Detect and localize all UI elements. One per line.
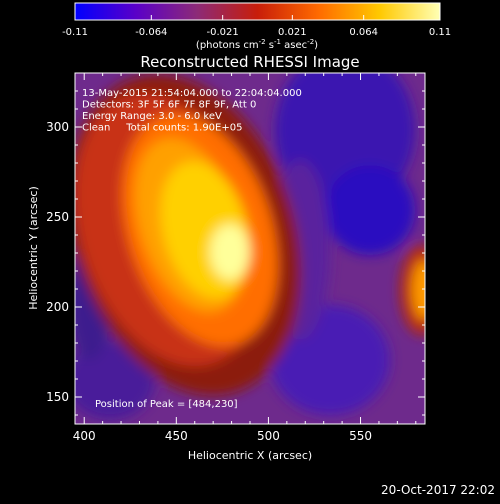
- peak-label: Position of Peak = [484,230]: [95, 399, 238, 410]
- colorbar-tick-label: 0.021: [278, 27, 307, 38]
- colorbar-tick-label: 0.11: [429, 27, 451, 38]
- colorbar-ticks: -0.11 -0.064 -0.021 0.021 0.064 0.11: [62, 15, 451, 38]
- y-tick-label: 300: [46, 120, 69, 134]
- colorbar-tick-label: -0.11: [62, 27, 88, 38]
- x-tick-label: 450: [165, 429, 188, 443]
- x-axis-label: Heliocentric X (arcsec): [188, 449, 312, 462]
- colorbar: -0.11 -0.064 -0.021 0.021 0.064 0.11 (photons…: [62, 2, 451, 51]
- annotation-line: Energy Range: 3.0 - 6.0 keV: [82, 111, 222, 122]
- colorbar-tick-label: 0.064: [349, 27, 378, 38]
- colorbar-units: (photons cm-2 s-1 asec-2): [196, 38, 318, 51]
- x-tick-label: 500: [257, 429, 280, 443]
- y-tick-label: 200: [46, 300, 69, 314]
- colorbar-fill: [74, 2, 441, 21]
- y-tick-label: 250: [46, 210, 69, 224]
- colorbar-tick-label: -0.021: [207, 27, 239, 38]
- annotations: 13-May-2015 21:54:04.000 to 22:04:04.000…: [82, 88, 302, 134]
- x-tick-label: 400: [73, 429, 96, 443]
- annotation-line: 13-May-2015 21:54:04.000 to 22:04:04.000: [82, 88, 302, 99]
- colorbar-tick-label: -0.064: [135, 27, 167, 38]
- chart-title: Reconstructed RHESSI Image: [140, 53, 359, 71]
- heatmap-image: [75, 73, 425, 424]
- axis-ticks: 400 450 500 550 150 200 250 300: [46, 72, 425, 443]
- footer-date: 20-Oct-2017 22:02: [381, 483, 495, 497]
- annotation-line: Detectors: 3F 5F 6F 7F 8F 9F, Att 0: [82, 100, 256, 111]
- annotation-line: Clean Total counts: 1.90E+05: [82, 123, 242, 134]
- y-tick-label: 150: [46, 390, 69, 404]
- y-axis-label: Heliocentric Y (arcsec): [27, 186, 40, 310]
- x-tick-label: 550: [349, 429, 372, 443]
